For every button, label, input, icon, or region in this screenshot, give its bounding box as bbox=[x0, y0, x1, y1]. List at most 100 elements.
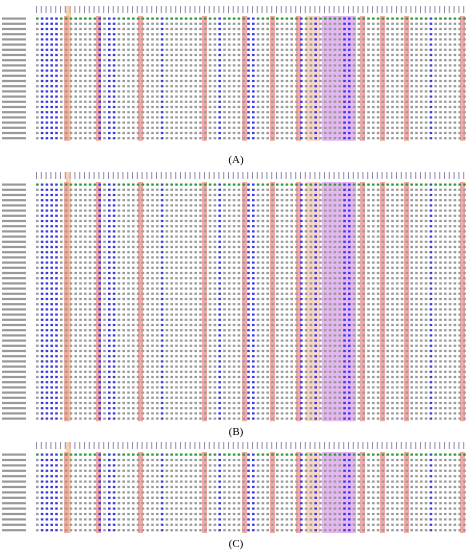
residue bbox=[122, 188, 125, 191]
residue bbox=[184, 313, 188, 316]
ruler-tick bbox=[357, 172, 359, 179]
residue bbox=[122, 183, 125, 186]
residue bbox=[223, 43, 226, 46]
residue bbox=[122, 79, 125, 83]
residue bbox=[132, 225, 135, 228]
residue bbox=[165, 100, 169, 103]
residue bbox=[208, 95, 212, 98]
residue bbox=[84, 308, 87, 311]
residue bbox=[357, 292, 361, 295]
residue bbox=[405, 126, 409, 129]
residue bbox=[88, 22, 92, 25]
residue bbox=[458, 27, 461, 31]
residue bbox=[319, 188, 322, 191]
residue bbox=[127, 230, 130, 233]
residue bbox=[400, 308, 404, 311]
residue bbox=[458, 323, 461, 327]
residue bbox=[386, 292, 389, 295]
residue bbox=[400, 256, 404, 259]
highlight-red bbox=[380, 16, 385, 141]
residue bbox=[141, 277, 145, 280]
residue bbox=[352, 74, 356, 77]
residue bbox=[252, 131, 255, 135]
residue bbox=[276, 240, 279, 243]
residue bbox=[396, 266, 399, 269]
residue bbox=[448, 323, 452, 327]
residue bbox=[362, 64, 365, 67]
residue bbox=[424, 126, 428, 129]
residue bbox=[285, 53, 289, 57]
residue bbox=[218, 79, 221, 83]
ruler-tick bbox=[122, 6, 124, 13]
residue bbox=[348, 245, 351, 249]
residue bbox=[271, 22, 274, 25]
residue bbox=[36, 27, 39, 31]
residue bbox=[261, 188, 265, 191]
residue bbox=[367, 219, 370, 223]
residue bbox=[160, 22, 164, 25]
residue bbox=[69, 188, 73, 191]
residue bbox=[444, 79, 447, 83]
residue bbox=[405, 131, 409, 135]
residue bbox=[280, 79, 284, 83]
residue bbox=[410, 69, 413, 72]
residue bbox=[93, 121, 97, 124]
residue bbox=[156, 33, 159, 36]
residue bbox=[444, 308, 447, 311]
residue bbox=[400, 277, 404, 280]
residue bbox=[112, 100, 116, 103]
residue bbox=[319, 111, 322, 114]
residue bbox=[376, 225, 380, 228]
residue bbox=[40, 245, 44, 249]
residue bbox=[386, 235, 389, 238]
residue bbox=[352, 137, 356, 140]
residue bbox=[247, 95, 250, 98]
residue bbox=[208, 277, 212, 280]
residue bbox=[184, 230, 188, 233]
residue bbox=[386, 266, 389, 269]
residue bbox=[40, 48, 44, 51]
residue bbox=[199, 277, 202, 280]
residue bbox=[343, 251, 346, 254]
residue bbox=[170, 266, 173, 269]
residue bbox=[103, 74, 106, 77]
residue bbox=[434, 105, 437, 109]
residue bbox=[458, 17, 461, 20]
residue bbox=[348, 303, 351, 306]
residue bbox=[36, 235, 39, 238]
residue bbox=[453, 137, 457, 140]
residue bbox=[74, 105, 77, 109]
residue bbox=[50, 126, 53, 129]
residue bbox=[300, 230, 303, 233]
residue bbox=[84, 297, 87, 301]
residue bbox=[362, 199, 365, 202]
residue bbox=[463, 214, 466, 217]
residue bbox=[309, 240, 313, 243]
residue bbox=[386, 256, 389, 259]
residue bbox=[199, 38, 202, 41]
residue bbox=[237, 183, 241, 186]
residue bbox=[204, 214, 207, 217]
residue bbox=[50, 251, 53, 254]
residue bbox=[271, 209, 274, 212]
residue bbox=[304, 318, 308, 321]
residue bbox=[324, 277, 327, 280]
residue bbox=[156, 323, 159, 327]
residue bbox=[386, 230, 389, 233]
residue bbox=[280, 256, 284, 259]
residue bbox=[396, 245, 399, 249]
residue bbox=[165, 59, 169, 62]
residue bbox=[252, 59, 255, 62]
residue bbox=[400, 69, 404, 72]
residue bbox=[434, 131, 437, 135]
residue bbox=[295, 90, 298, 93]
residue bbox=[362, 266, 365, 269]
residue bbox=[324, 85, 327, 88]
ruler-tick bbox=[276, 172, 277, 179]
residue bbox=[228, 137, 231, 140]
residue bbox=[36, 59, 39, 62]
residue bbox=[247, 53, 250, 57]
residue bbox=[285, 245, 289, 249]
residue bbox=[415, 38, 418, 41]
residue bbox=[84, 204, 87, 207]
